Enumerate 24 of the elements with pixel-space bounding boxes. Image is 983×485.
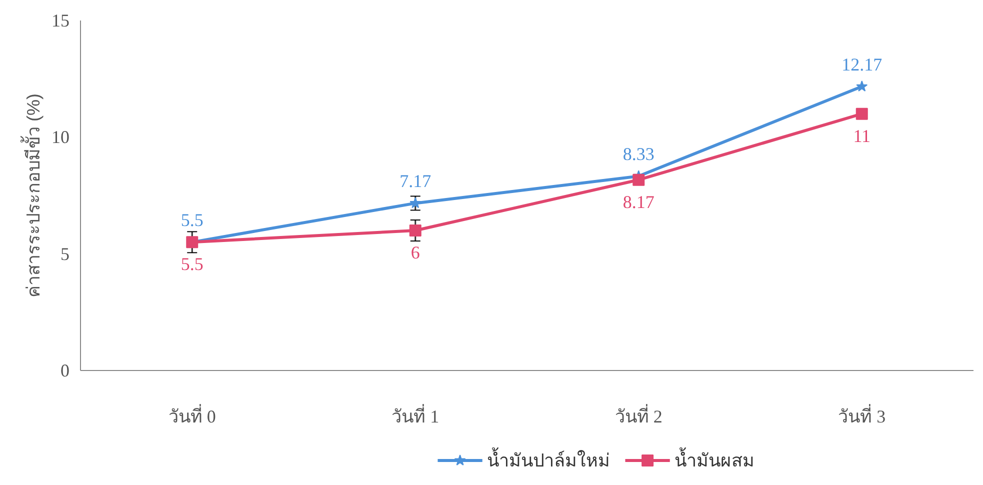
point <box>856 108 868 120</box>
data-label: 5.5 <box>180 210 204 230</box>
point <box>856 80 868 92</box>
x-tick-label: วันที่ 3 <box>838 404 886 426</box>
y-axis-title: ค่าสารระประกอบมีขั้ว (%) <box>20 93 44 298</box>
point <box>632 174 645 186</box>
data-label: 8.33 <box>622 144 654 164</box>
y-tick-label: 15 <box>52 10 70 30</box>
data-label: 11 <box>853 126 871 146</box>
y-tick-label: 10 <box>52 127 70 148</box>
data-label: 8.17 <box>622 192 654 212</box>
legend-label: น้ำมันผสม <box>674 448 754 470</box>
data-label: 6 <box>410 242 420 262</box>
data-label: 12.17 <box>842 54 882 75</box>
point <box>410 197 422 208</box>
y-tick-label: 5 <box>60 244 70 264</box>
data-label: 5.5 <box>180 254 204 274</box>
x-tick-label: วันที่ 2 <box>614 404 662 426</box>
x-tick-label: วันที่ 0 <box>168 404 216 426</box>
x-tick-label: วันที่ 1 <box>392 404 440 426</box>
legend-label: น้ำมันปาล์มใหม่ <box>486 448 610 470</box>
data-label: 7.17 <box>400 171 432 192</box>
y-tick-label: 0 <box>60 360 70 380</box>
point <box>409 224 422 236</box>
